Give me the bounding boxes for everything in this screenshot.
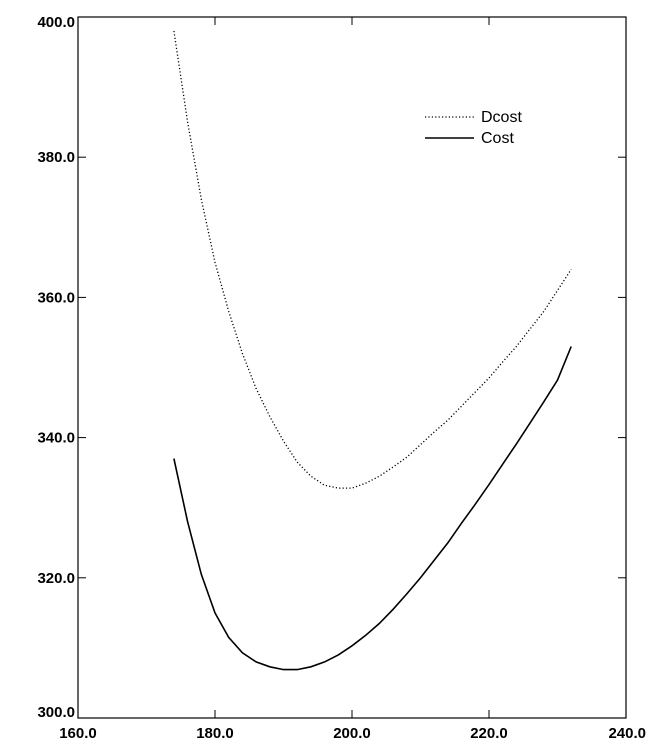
plot-frame — [77, 16, 627, 719]
legend-label-dcost: Dcost — [481, 109, 522, 126]
y-tick-label: 360.0 — [37, 289, 75, 306]
legend: Dcost Cost — [425, 109, 522, 147]
series-line-cost — [173, 346, 572, 671]
x-tick-label: 200.0 — [333, 725, 371, 742]
y-tick-label: 380.0 — [37, 149, 75, 166]
y-tick-label: 340.0 — [37, 430, 75, 447]
x-tick-label: 220.0 — [470, 725, 508, 742]
series-line-dcost — [173, 30, 572, 489]
x-tick-label: 180.0 — [196, 725, 234, 742]
y-tick-label: 300.0 — [37, 704, 75, 721]
x-tick-label: 240.0 — [608, 725, 646, 742]
y-tick-label: 400.0 — [37, 14, 75, 31]
y-tick-label: 320.0 — [37, 570, 75, 587]
plot-border — [77, 16, 627, 719]
series-group — [173, 30, 572, 671]
x-tick-label: 160.0 — [59, 725, 97, 742]
y-axis: 300.0 320.0 340.0 360.0 380.0 400.0 — [37, 14, 626, 721]
x-axis: 160.0 180.0 200.0 220.0 240.0 — [59, 17, 646, 742]
legend-label-cost: Cost — [481, 130, 514, 147]
